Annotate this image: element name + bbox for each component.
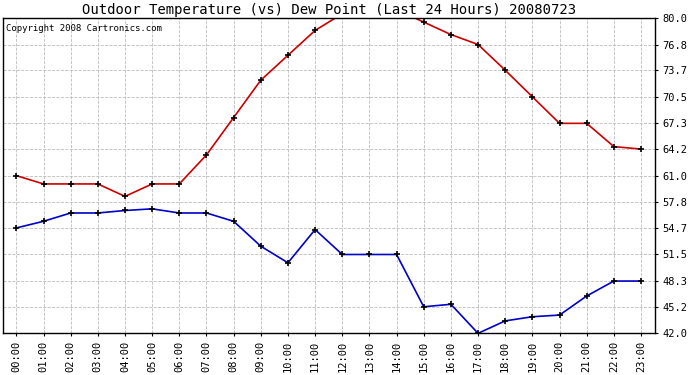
Text: Copyright 2008 Cartronics.com: Copyright 2008 Cartronics.com <box>6 24 162 33</box>
Title: Outdoor Temperature (vs) Dew Point (Last 24 Hours) 20080723: Outdoor Temperature (vs) Dew Point (Last… <box>81 3 575 17</box>
